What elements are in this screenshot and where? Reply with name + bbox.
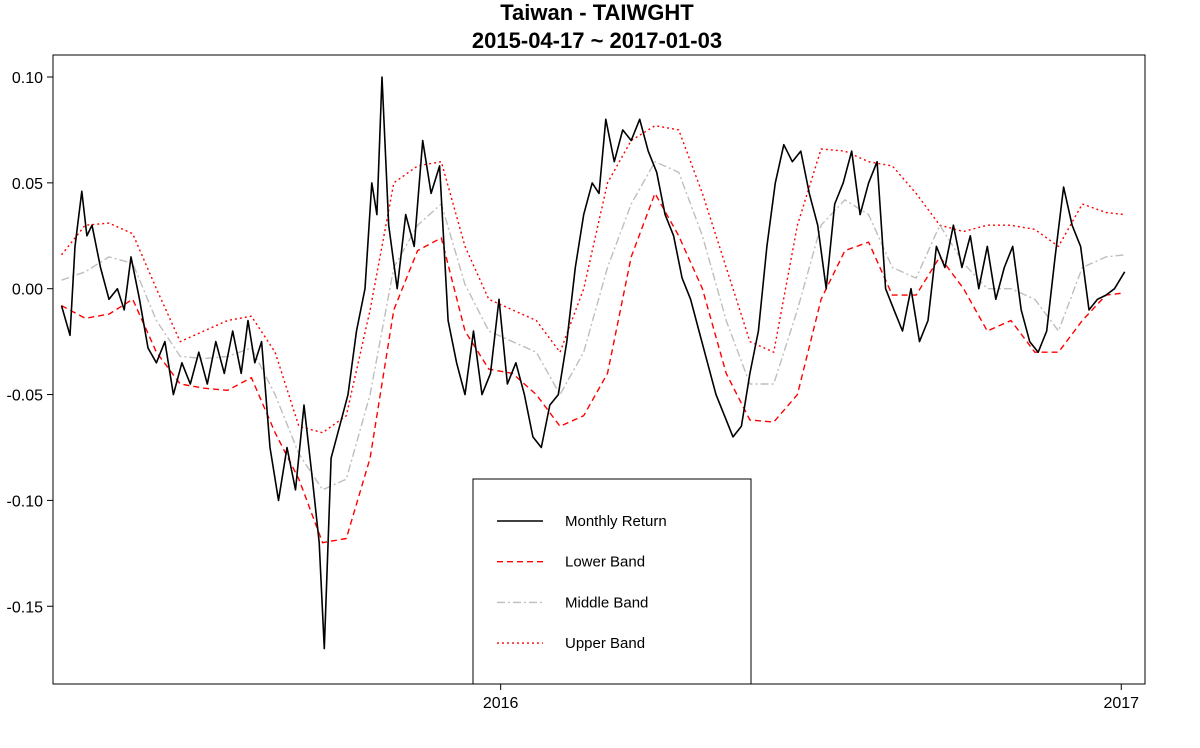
y-tick-label: -0.15 [7,599,44,616]
y-tick-label: -0.05 [7,388,44,405]
x-axis: 2016 2017 [483,684,1139,712]
x-tick-label: 2016 [483,695,519,712]
y-tick-label: 0.10 [12,70,43,87]
x-tick-label: 2017 [1103,695,1139,712]
y-tick-label: -0.10 [7,493,44,510]
y-tick-label: 0.00 [12,282,43,299]
series-line-upper-band [60,125,1125,434]
legend-box [472,478,752,685]
legend: Monthly Return Lower Band Middle Band Upper… [472,478,752,685]
legend-label: Monthly Return [565,513,667,530]
series-layer [60,76,1126,650]
chart-title: Taiwan - TAIWGHT [500,0,694,25]
series-line-monthly-return [60,76,1126,650]
legend-label: Upper Band [565,635,645,652]
y-tick-label: 0.05 [12,176,43,193]
series-line-middle-band [61,161,1125,491]
chart-subtitle: 2015-04-17 ~ 2017-01-03 [472,28,722,53]
y-axis: 0.10 0.05 0.00 -0.05 -0.10 -0.15 [7,70,53,616]
legend-label: Middle Band [565,594,648,611]
legend-label: Lower Band [565,554,645,571]
